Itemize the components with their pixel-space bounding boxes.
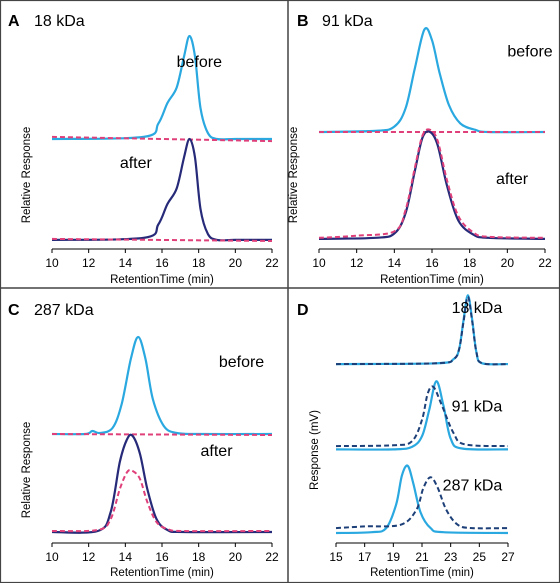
x-tick-label: 18 <box>192 550 206 564</box>
series-line <box>318 27 546 134</box>
dashed-series-line <box>51 468 273 533</box>
x-tick-label: 20 <box>229 550 243 564</box>
x-tick-label: 20 <box>229 256 243 270</box>
series-line <box>51 433 273 534</box>
series-line <box>51 34 272 141</box>
series-line <box>318 130 546 240</box>
x-tick-label: 14 <box>119 256 133 270</box>
x-tick-label: 16 <box>425 256 439 270</box>
panel-letter: B <box>297 13 309 30</box>
y-axis-label: Relative Response <box>288 127 300 224</box>
x-tick-label: 15 <box>329 550 343 564</box>
x-tick-label: 23 <box>444 550 458 564</box>
panel-d: D 15 17 19 21 23 25 27 RetentionTime (min) Respon… <box>297 294 515 579</box>
panel-annotation: 91 kDa <box>322 13 373 30</box>
panel-a: A 18 kDa 10 12 14 16 18 20 22 RetentionTime (min)… <box>8 13 279 286</box>
trace-label: 18 kDa <box>452 300 503 317</box>
x-tick-label: 22 <box>265 256 279 270</box>
y-axis-label: Response (mV) <box>309 410 321 490</box>
y-axis-label: Relative Response <box>21 127 33 224</box>
trace-label: 91 kDa <box>452 399 503 416</box>
trace-label: before <box>177 54 222 71</box>
x-axis-label: RetentionTime (min) <box>110 274 214 286</box>
x-tick-label: 12 <box>82 550 96 564</box>
series-line <box>51 137 272 242</box>
trace-label: before <box>507 43 552 60</box>
panel-letter: D <box>297 302 309 319</box>
x-tick-label: 18 <box>463 256 477 270</box>
x-axis-label: RetentionTime (min) <box>380 274 484 286</box>
x-tick-label: 16 <box>155 550 169 564</box>
trace-label: after <box>201 443 234 460</box>
panel-annotation: 287 kDa <box>34 302 94 319</box>
x-tick-label: 19 <box>387 550 401 564</box>
x-tick-label: 17 <box>358 550 372 564</box>
x-axis-label: RetentionTime (min) <box>370 567 474 579</box>
y-axis-label: Relative Response <box>21 422 33 519</box>
x-tick-label: 21 <box>415 550 429 564</box>
panel-letter: C <box>8 302 20 319</box>
panel-letter: A <box>8 13 20 30</box>
panel-c: C 287 kDa 10 12 14 16 18 20 22 RetentionTime (min… <box>8 302 279 579</box>
dashed-series-line <box>335 476 509 530</box>
dashed-series-line <box>318 128 546 239</box>
x-tick-label: 20 <box>501 256 515 270</box>
x-tick-label: 14 <box>388 256 402 270</box>
panel-b: B 91 kDa 10 12 14 16 18 20 22 RetentionTime (min)… <box>288 13 553 286</box>
x-tick-label: 10 <box>45 550 59 564</box>
x-tick-label: 10 <box>45 256 59 270</box>
x-tick-label: 27 <box>501 550 515 564</box>
x-tick-label: 22 <box>265 550 279 564</box>
series-line <box>335 464 509 535</box>
x-tick-label: 18 <box>192 256 206 270</box>
trace-label: after <box>496 171 529 188</box>
panel-annotation: 18 kDa <box>34 13 85 30</box>
series-line <box>335 380 509 451</box>
x-tick-label: 16 <box>155 256 169 270</box>
dashed-series-line <box>51 237 273 242</box>
dashed-series-line <box>335 295 509 366</box>
trace-label: after <box>120 155 153 172</box>
dashed-series-line <box>51 135 273 143</box>
x-tick-label: 25 <box>473 550 487 564</box>
dashed-series-line <box>335 385 509 448</box>
x-tick-label: 12 <box>82 256 96 270</box>
x-tick-label: 14 <box>119 550 133 564</box>
trace-label: 287 kDa <box>443 477 503 494</box>
x-tick-label: 10 <box>312 256 326 270</box>
x-axis-label: RetentionTime (min) <box>110 567 214 579</box>
trace-label: before <box>219 354 264 371</box>
x-tick-label: 12 <box>350 256 364 270</box>
dashed-series-line <box>51 433 273 436</box>
x-tick-label: 22 <box>538 256 552 270</box>
series-line <box>51 335 273 436</box>
